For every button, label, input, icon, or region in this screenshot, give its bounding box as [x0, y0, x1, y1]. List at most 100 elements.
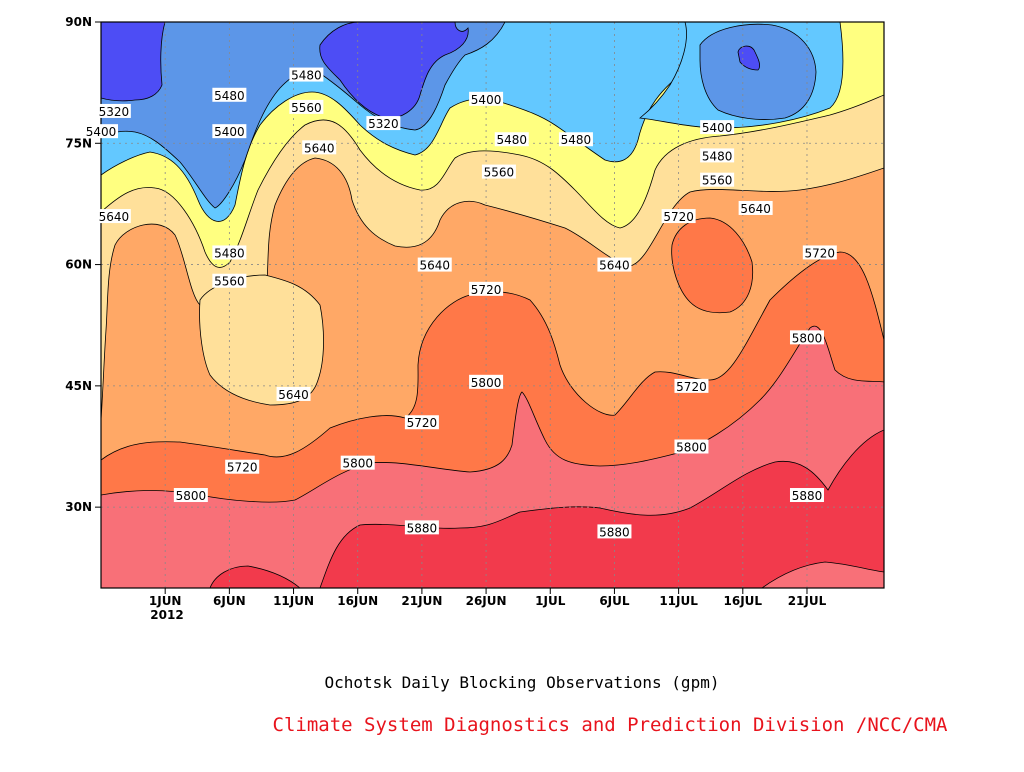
contour-label-bg: [700, 172, 735, 187]
contour-label-text: 5400: [471, 93, 502, 107]
contour-label-bg: [212, 87, 247, 102]
contour-label-text: 5400: [86, 125, 117, 139]
x-axis: 1JUN 6JUN 11JUN 16JUN 21JUN 26JUN 1JUL 6JUL 11JU…: [149, 588, 827, 608]
contour-label-bg: [96, 103, 131, 118]
contour-label-text: 5720: [471, 283, 502, 297]
contour-label: 5800: [340, 455, 375, 471]
x-tick-label: 11JUL: [659, 594, 698, 608]
contour-label-text: 5480: [291, 69, 322, 83]
contour-label-text: 5720: [676, 380, 707, 394]
x-tick-label: 1JUL: [535, 594, 566, 608]
contour-label-bg: [802, 245, 837, 260]
contour-label-text: 5640: [599, 259, 630, 273]
y-tick-label: 45N: [65, 379, 92, 393]
x-tick-label: 11JUN: [273, 594, 314, 608]
x-axis-year-label: 2012: [150, 608, 183, 622]
contour-label-text: 5800: [342, 457, 373, 471]
contour-label-text: 5880: [599, 525, 630, 539]
region-red: [319, 429, 884, 588]
x-tick-label: 21JUN: [401, 594, 442, 608]
contour-label: 5800: [674, 439, 709, 455]
contour-label-bg: [84, 124, 118, 139]
contour-label-bg: [225, 459, 260, 474]
contour-label: 5320: [96, 103, 131, 119]
contour-label: 5480: [558, 132, 593, 147]
contour-label: 5880: [404, 520, 439, 535]
contour-label-text: 5480: [214, 89, 245, 103]
contour-label: 5400: [84, 124, 118, 139]
contour-label-bg: [789, 330, 824, 345]
contour-label: 5880: [789, 488, 824, 503]
contour-label-bg: [597, 257, 632, 272]
y-tick-label: 60N: [65, 258, 92, 272]
contour-label-text: 5560: [291, 101, 322, 115]
x-tick-label: 16JUN: [337, 594, 378, 608]
contour-label-text: 5560: [702, 174, 733, 188]
contour-label-bg: [96, 209, 131, 224]
contour-label-text: 5640: [278, 388, 309, 402]
contour-label: 5480: [212, 87, 247, 103]
plot-frame: [100, 21, 885, 589]
contour-label-bg: [674, 378, 709, 393]
x-tick-label: 16JUL: [724, 594, 763, 608]
contour-label-text: 5480: [702, 149, 733, 163]
contour-label: 5720: [225, 459, 260, 475]
contour-label-bg: [469, 91, 504, 106]
contour-label: 5480: [494, 132, 529, 147]
chart-title: Ochotsk Daily Blocking Observations (gpm…: [325, 673, 720, 692]
contour-label: 5560: [212, 273, 247, 289]
contour-label: 5560: [481, 164, 516, 180]
contour-label: 5560: [289, 99, 324, 115]
contour-label-bg: [558, 132, 593, 147]
contour-label: 5640: [276, 386, 311, 402]
contour-label-bg: [289, 67, 324, 82]
x-tick-label: 1JUN: [149, 594, 182, 608]
contour-label: 5720: [404, 415, 439, 430]
contour-label: 5800: [173, 488, 208, 503]
contour-label-bg: [700, 120, 735, 135]
contour-label-text: 5480: [214, 246, 245, 260]
contour-label-bg: [340, 455, 375, 470]
contour-label-text: 5720: [227, 461, 258, 475]
contour-label-bg: [661, 209, 696, 224]
contour-label: 5480: [700, 148, 735, 163]
contour-label-bg: [417, 257, 452, 272]
region-mid-blue-east-core: [699, 23, 817, 120]
x-tick-label: 21JUL: [788, 594, 827, 608]
contour-label-bg: [212, 124, 247, 139]
contour-label-bg: [366, 116, 401, 131]
contour-label-text: 5560: [214, 275, 245, 289]
contour-label: 5400: [700, 120, 735, 135]
contour-label-text: 5800: [471, 376, 502, 390]
region-red-small: [209, 565, 301, 588]
contour-label-bg: [674, 439, 709, 454]
contour-label-bg: [404, 520, 439, 535]
contour-label-bg: [469, 281, 504, 296]
x-tick-label: 26JUN: [466, 594, 507, 608]
contour-label: 5640: [96, 209, 131, 224]
region-deep-blue-spot: [737, 45, 761, 71]
contour-label-bg: [404, 415, 439, 430]
contour-label-text: 5720: [805, 246, 836, 260]
contour-label: 5640: [738, 200, 773, 216]
x-tick-label: 6JUL: [599, 594, 630, 608]
y-tick-label: 75N: [65, 136, 92, 150]
region-light-tan-island: [199, 274, 324, 406]
contour-label-text: 5800: [176, 489, 207, 503]
contour-label-text: 5640: [419, 259, 450, 273]
contour-label: 5640: [417, 257, 452, 273]
contour-label-text: 5400: [214, 125, 245, 139]
contour-label: 5720: [469, 281, 504, 297]
contour-label-text: 5560: [484, 166, 515, 180]
contour-label: 5560: [700, 172, 735, 188]
contour-label-text: 5480: [561, 133, 592, 147]
contour-label-bg: [738, 200, 773, 215]
x-tick-label: 6JUN: [213, 594, 246, 608]
region-deep-blue-west: [101, 22, 166, 102]
contour-label-text: 5320: [368, 117, 399, 131]
y-axis: 30N 45N 60N 75N 90N: [65, 15, 101, 514]
contour-label-bg: [212, 245, 247, 260]
region-orange-island: [671, 217, 754, 314]
contour-labels: 5320 5400 5480 5400 5480 5560 5640 5320 5400 5480…: [84, 67, 837, 539]
